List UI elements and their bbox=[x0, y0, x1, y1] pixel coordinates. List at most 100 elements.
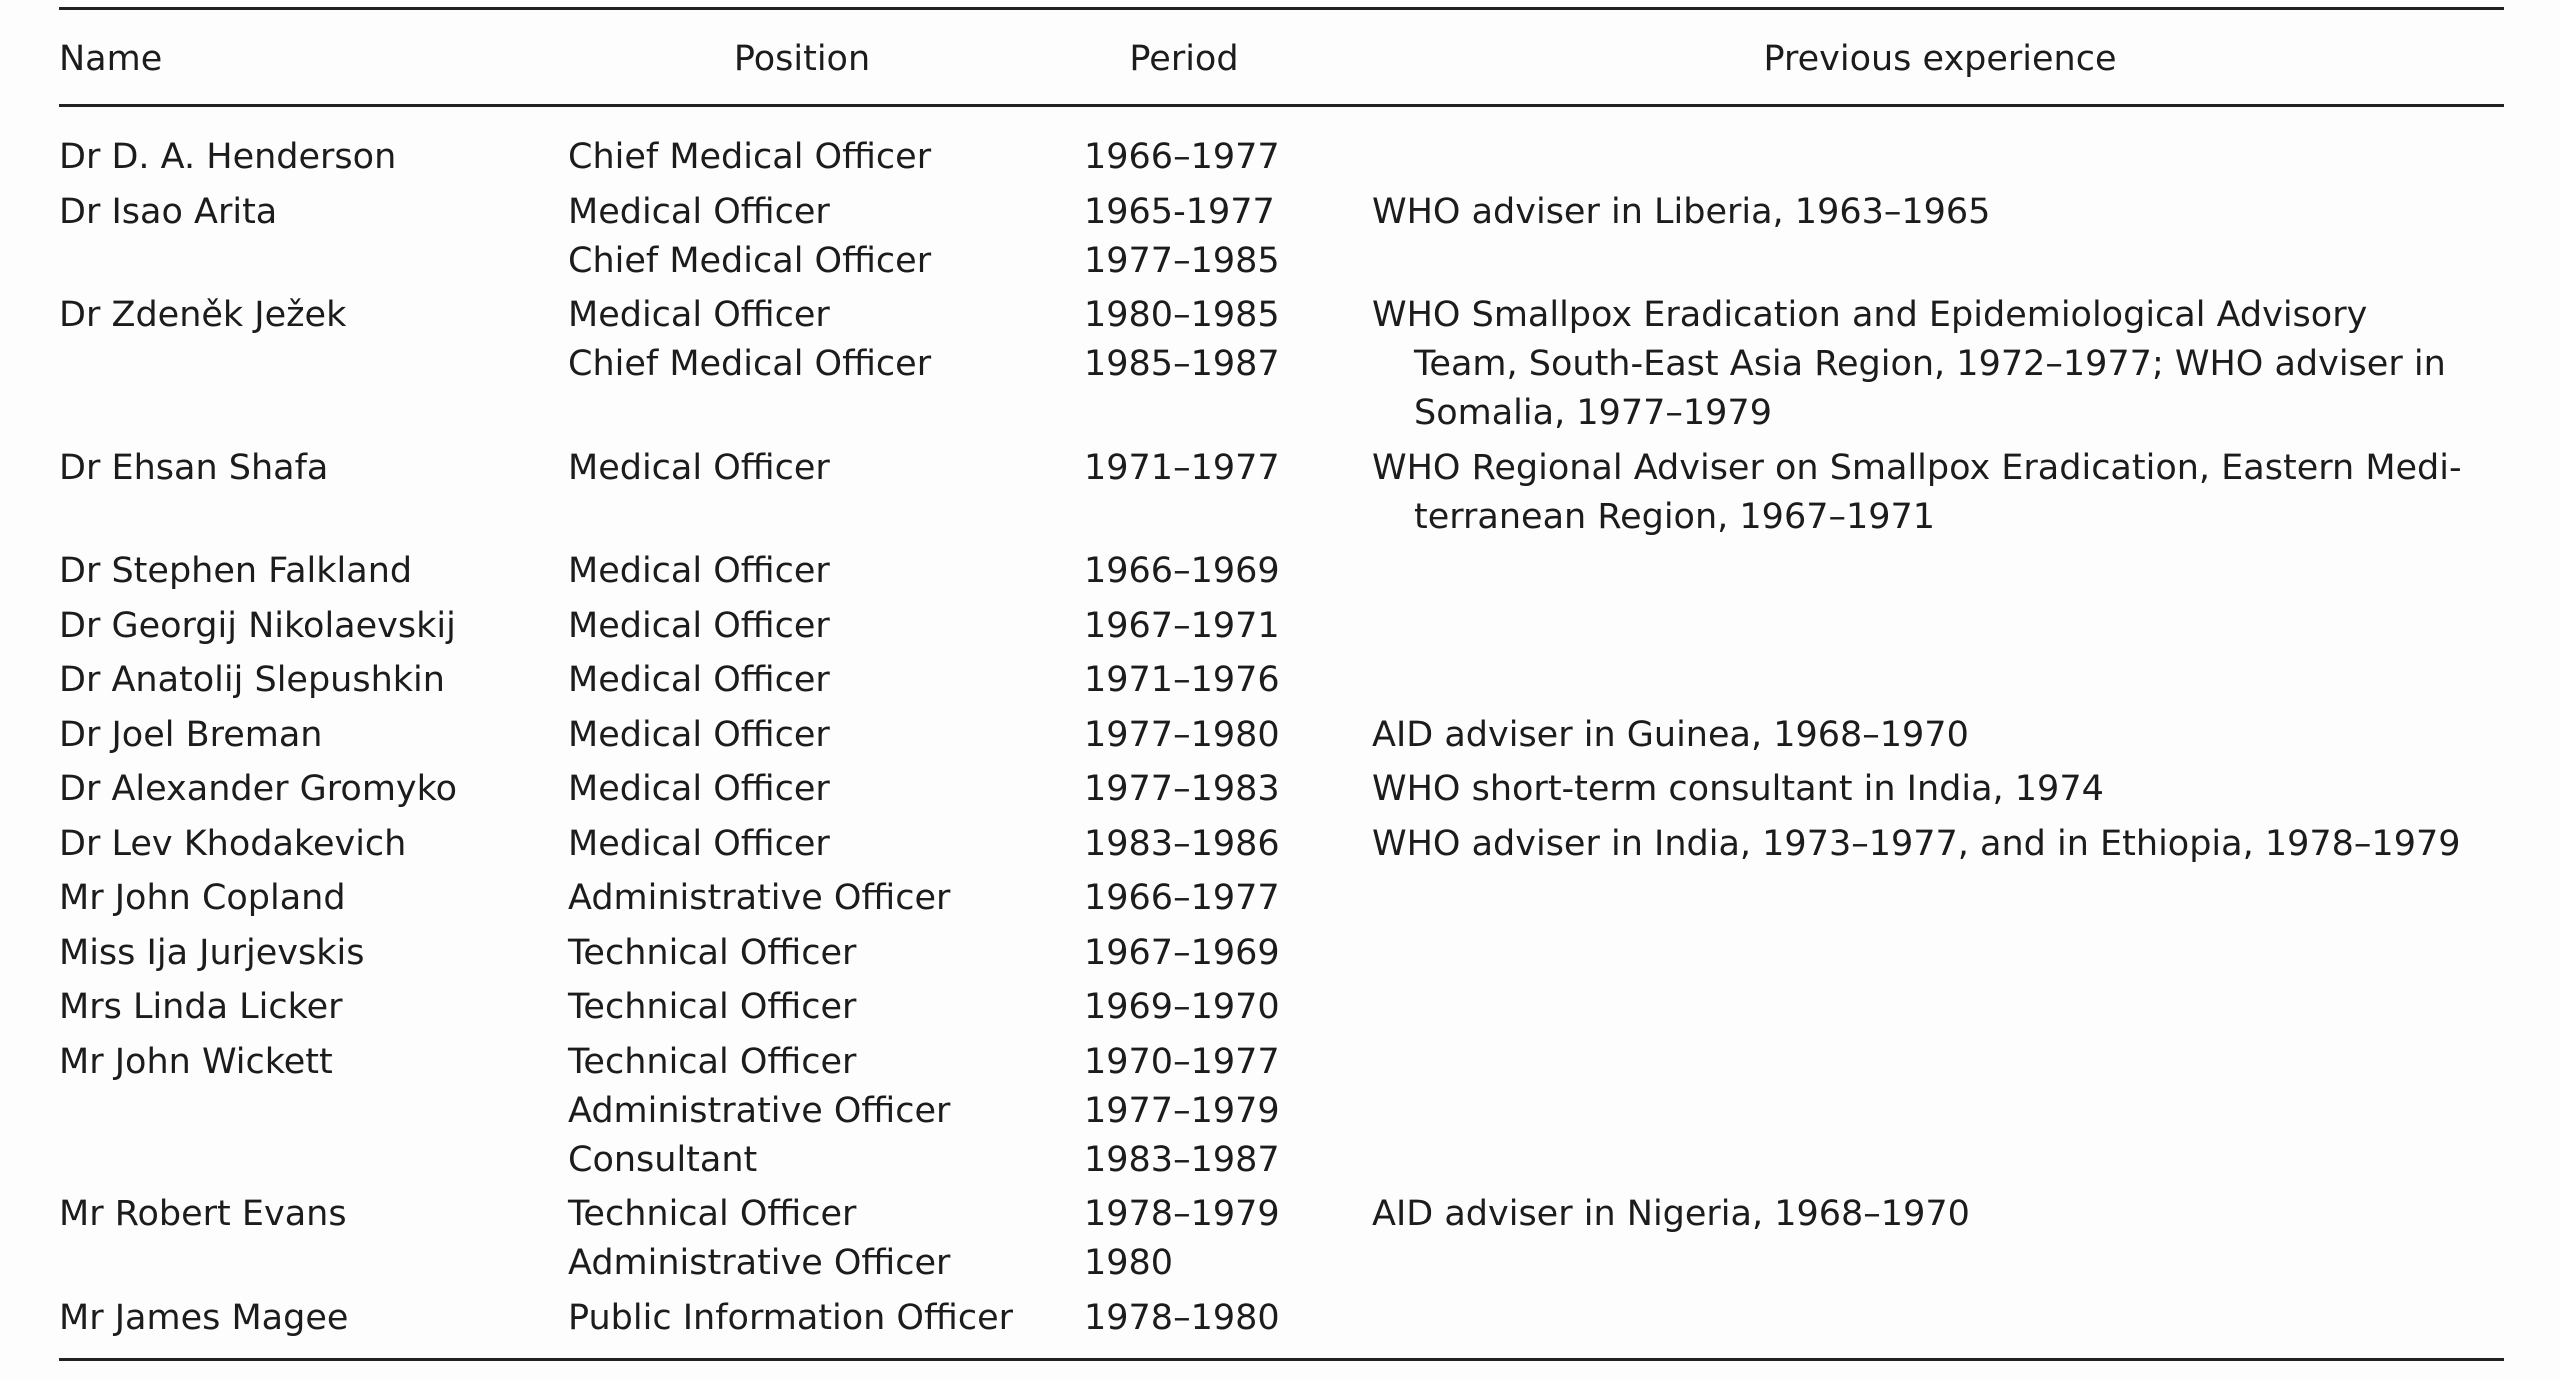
position: Medical Officer bbox=[568, 823, 830, 864]
table-body: Dr D. A. Henderson Chief Medical Officer 1… bbox=[0, 133, 2560, 1348]
experience-cell: WHO Smallpox Eradication and Epidemiolog… bbox=[1372, 291, 2446, 438]
position: Consultant bbox=[568, 1139, 758, 1180]
position-cell: Technical Officer bbox=[568, 929, 856, 978]
position-cell: Technical Officer Administrative Officer C… bbox=[568, 1038, 950, 1185]
column-header: Position bbox=[733, 39, 871, 79]
position: Technical Officer bbox=[568, 987, 857, 1027]
experience-cell: WHO adviser in Liberia, 1963–1965 bbox=[1372, 188, 1990, 237]
top-rule bbox=[59, 7, 2504, 10]
table-row: Dr Lev Khodakevich Medical Officer 1983–19… bbox=[0, 820, 2560, 875]
table-row: Mr John Copland Administrative Officer 196… bbox=[0, 874, 2560, 929]
table-row: Mr James Magee Public Information Officer… bbox=[0, 1294, 2560, 1349]
position-cell: Public Information Officer bbox=[568, 1294, 1013, 1343]
position: Administrative Officer bbox=[568, 1090, 951, 1131]
name-cell: Dr D. A. Henderson bbox=[59, 137, 397, 177]
period: 1985–1987 bbox=[1084, 344, 1280, 384]
period: 1977–1985 bbox=[1084, 240, 1280, 281]
period: 1965-1977 bbox=[1084, 191, 1275, 232]
position-cell: Medical Officer Chief Medical Officer bbox=[568, 188, 931, 286]
position-cell: Medical Officer bbox=[568, 547, 830, 596]
experience-cell: AID adviser in Guinea, 1968–1970 bbox=[1372, 711, 1969, 760]
table-row: Mrs Linda Licker Technical Officer 1969–19… bbox=[0, 983, 2560, 1038]
name-cell: Dr Alexander Gromyko bbox=[59, 769, 458, 809]
position: Medical Officer bbox=[568, 605, 830, 646]
column-header: Previous experience bbox=[1763, 39, 2117, 79]
position: Chief Medical Officer bbox=[568, 344, 932, 384]
position: Public Information Officer bbox=[568, 1297, 1013, 1338]
experience-line: AID adviser in Guinea, 1968–1970 bbox=[1372, 714, 1969, 755]
period: 1971–1977 bbox=[1084, 447, 1280, 488]
name-cell: Dr Anatolij Slepushkin bbox=[59, 660, 445, 700]
position-cell: Technical Officer Administrative Officer bbox=[568, 1190, 950, 1288]
period: 1977–1983 bbox=[1084, 769, 1280, 809]
position: Chief Medical Officer bbox=[568, 137, 932, 177]
position-cell: Medical Officer bbox=[568, 765, 830, 814]
experience-line: WHO Smallpox Eradication and Epidemiolog… bbox=[1372, 295, 2368, 335]
position: Medical Officer bbox=[568, 191, 830, 232]
period-cell: 1977–1983 bbox=[1084, 765, 1280, 814]
period: 1977–1980 bbox=[1084, 714, 1280, 755]
period: 1980–1985 bbox=[1084, 295, 1280, 335]
period: 1977–1979 bbox=[1084, 1090, 1280, 1131]
name-cell: Dr Stephen Falkland bbox=[59, 551, 413, 591]
period-cell: 1971–1977 bbox=[1084, 444, 1280, 493]
name-cell: Mr Robert Evans bbox=[59, 1194, 347, 1234]
period: 1983–1987 bbox=[1084, 1139, 1280, 1180]
period: 1969–1970 bbox=[1084, 987, 1280, 1027]
position-cell: Medical Officer bbox=[568, 602, 830, 651]
period: 1966–1977 bbox=[1084, 137, 1280, 177]
experience-line: WHO short-term consultant in India, 1974 bbox=[1372, 769, 2104, 809]
experience-line: AID adviser in Nigeria, 1968–1970 bbox=[1372, 1194, 1970, 1234]
position-cell: Technical Officer bbox=[568, 983, 856, 1032]
name-cell: Dr Ehsan Shafa bbox=[59, 447, 329, 488]
name-cell: Mr John Copland bbox=[59, 878, 346, 918]
experience-line: WHO adviser in India, 1973–1977, and in … bbox=[1372, 823, 2461, 864]
table-row: Dr Zdeněk Ježek Medical Officer Chief Medi… bbox=[0, 291, 2560, 444]
position-cell: Chief Medical Officer bbox=[568, 133, 931, 182]
period: 1978–1980 bbox=[1084, 1297, 1280, 1338]
period: 1967–1971 bbox=[1084, 605, 1280, 646]
experience-cell: WHO short-term consultant in India, 1974 bbox=[1372, 765, 2104, 814]
bottom-rule bbox=[59, 1358, 2504, 1361]
name-cell: Dr Isao Arita bbox=[59, 191, 278, 232]
name-cell: Dr Georgij Nikolaevskij bbox=[59, 605, 456, 646]
experience-line: Somalia, 1977–1979 bbox=[1414, 393, 1772, 433]
experience-cell: WHO Regional Adviser on Smallpox Eradica… bbox=[1372, 444, 2462, 542]
name-cell: Mr John Wickett bbox=[59, 1041, 333, 1082]
period: 1983–1986 bbox=[1084, 823, 1280, 864]
experience-line: terranean Region, 1967–1971 bbox=[1414, 496, 1936, 537]
position: Technical Officer bbox=[568, 1041, 857, 1082]
table-row: Dr Ehsan Shafa Medical Officer 1971–1977 WH… bbox=[0, 444, 2560, 548]
period-cell: 1971–1976 bbox=[1084, 656, 1280, 705]
position: Chief Medical Officer bbox=[568, 240, 932, 281]
period-cell: 1983–1986 bbox=[1084, 820, 1280, 869]
position: Technical Officer bbox=[568, 1194, 857, 1234]
table-row: Mr Robert Evans Technical Officer Administ… bbox=[0, 1190, 2560, 1294]
name-cell: Mr James Magee bbox=[59, 1297, 349, 1338]
name-cell: Mrs Linda Licker bbox=[59, 987, 343, 1027]
table-row: Dr Isao Arita Medical Officer Chief Medica… bbox=[0, 188, 2560, 292]
table-row: Dr Joel Breman Medical Officer 1977–1980 AI… bbox=[0, 711, 2560, 766]
table-row: Dr D. A. Henderson Chief Medical Officer 1… bbox=[0, 133, 2560, 188]
period: 1966–1969 bbox=[1084, 551, 1280, 591]
name-cell: Dr Joel Breman bbox=[59, 714, 323, 755]
period: 1980 bbox=[1084, 1243, 1174, 1283]
experience-line: WHO adviser in Liberia, 1963–1965 bbox=[1372, 191, 1991, 232]
column-header: Name bbox=[59, 39, 163, 79]
period-cell: 1970–1977 1977–1979 1983–1987 bbox=[1084, 1038, 1280, 1185]
period: 1978–1979 bbox=[1084, 1194, 1280, 1234]
position: Medical Officer bbox=[568, 447, 830, 488]
period: 1967–1969 bbox=[1084, 932, 1280, 973]
position: Technical Officer bbox=[568, 932, 857, 973]
period-cell: 1969–1970 bbox=[1084, 983, 1280, 1032]
table-row: Mr John Wickett Technical Officer Administ… bbox=[0, 1038, 2560, 1191]
period-cell: 1977–1980 bbox=[1084, 711, 1280, 760]
table-row: Dr Georgij Nikolaevskij Medical Officer 19… bbox=[0, 602, 2560, 657]
position-cell: Medical Officer bbox=[568, 711, 830, 760]
period-cell: 1966–1969 bbox=[1084, 547, 1280, 596]
period: 1966–1977 bbox=[1084, 878, 1280, 918]
position-cell: Medical Officer bbox=[568, 820, 830, 869]
period: 1970–1977 bbox=[1084, 1041, 1280, 1082]
name-cell: Dr Lev Khodakevich bbox=[59, 823, 407, 864]
